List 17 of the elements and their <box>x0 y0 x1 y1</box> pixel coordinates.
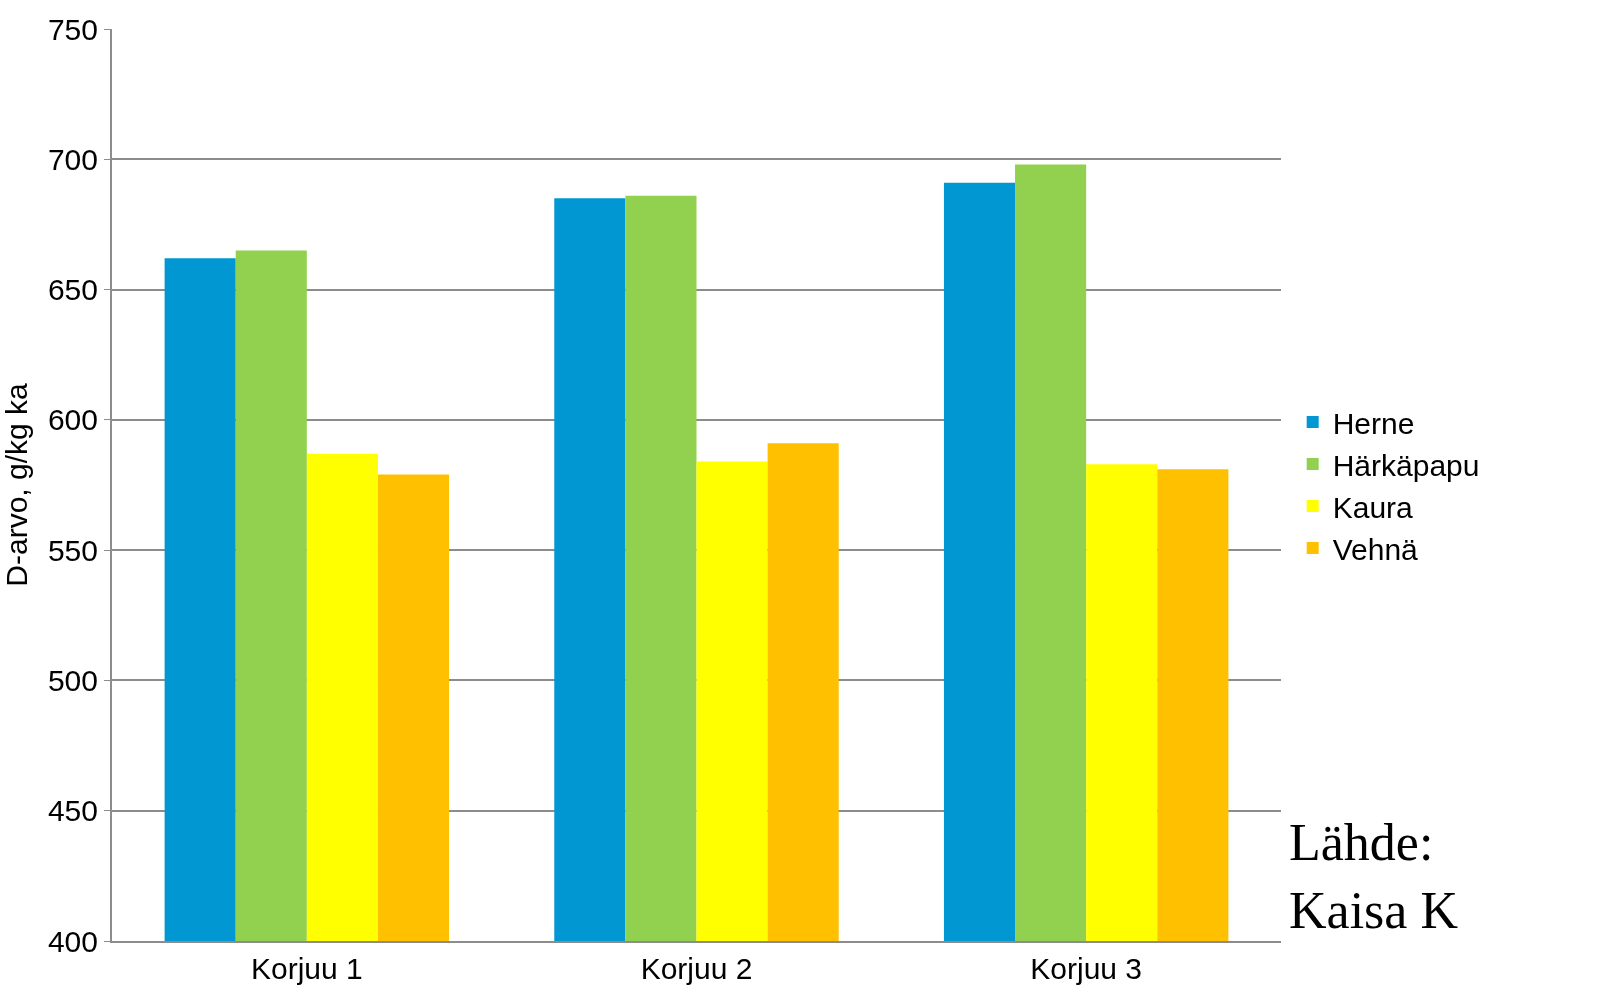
text: Lähde: Kaisa K <box>1289 814 1459 939</box>
x-tick-label: Korjuu 2 <box>640 952 753 985</box>
x-tick-label: Korjuu 3 <box>1030 952 1143 985</box>
y-tick-label: 500 <box>47 663 98 697</box>
legend-label: Kaura <box>1332 490 1414 524</box>
y-tick-label: 400 <box>47 924 98 958</box>
y-tick-label: 450 <box>47 794 98 828</box>
y-tick-label: 750 <box>47 12 98 46</box>
y-tick-label: 700 <box>47 142 98 176</box>
legend-label: Herne <box>1332 406 1415 440</box>
y-axis-title: D-arvo, g/kg ka <box>0 382 33 587</box>
legend-label: Vehnä <box>1332 532 1419 566</box>
y-tick-label: 600 <box>47 403 98 437</box>
y-tick-label: 650 <box>47 273 98 307</box>
y-tick-label: 550 <box>47 533 98 567</box>
legend-label: Härkäpapu <box>1332 448 1480 482</box>
x-tick-label: Korjuu 1 <box>250 952 363 985</box>
